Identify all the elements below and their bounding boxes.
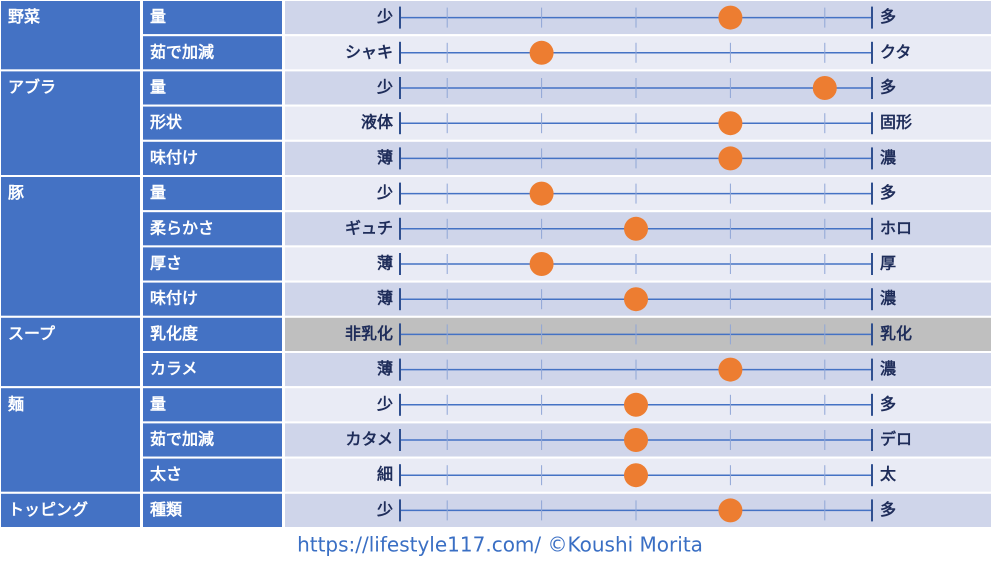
rating-dot: [624, 463, 648, 488]
group-label: トッピング: [8, 500, 88, 519]
left-label: 細: [377, 465, 393, 484]
rating-dot: [718, 498, 743, 523]
rating-dot: [718, 146, 743, 171]
group-label: スープ: [8, 324, 56, 343]
rating-dot: [624, 392, 648, 417]
rating-dot: [718, 111, 743, 136]
group-cell: [0, 386, 142, 494]
right-label: ホロ: [880, 218, 912, 237]
group-cell: [0, 491, 142, 529]
right-label: 濃: [880, 148, 897, 167]
item-cell: [141, 0, 284, 37]
right-label: 厚: [880, 254, 896, 273]
group-label: アブラ: [8, 78, 56, 97]
left-label: 非乳化: [345, 324, 393, 343]
left-label: シャキ: [345, 42, 393, 61]
rating-dot: [812, 76, 837, 100]
right-label: デロ: [880, 430, 912, 449]
item-label: 味付け: [150, 148, 198, 167]
right-label: 太: [879, 465, 897, 484]
left-label: カタメ: [345, 430, 393, 449]
rating-dot: [529, 40, 554, 65]
left-label: 薄: [377, 148, 393, 167]
right-label: 多: [880, 183, 896, 202]
rating-dot: [624, 287, 648, 312]
item-label: 茹で加減: [150, 430, 214, 449]
rating-dot: [718, 357, 743, 382]
right-label: 濃: [880, 359, 897, 378]
item-label: 量: [150, 7, 166, 26]
item-label: 厚さ: [150, 254, 182, 273]
group-cell: [0, 69, 142, 177]
item-label: 種類: [150, 500, 183, 519]
item-label: 茹で加減: [150, 42, 214, 61]
item-label: カラメ: [150, 359, 198, 378]
item-cell: [141, 456, 284, 494]
group-label: 豚: [8, 183, 24, 202]
item-label: 量: [150, 183, 166, 202]
rating-dot: [718, 5, 743, 30]
left-label: 少: [376, 183, 393, 202]
right-label: 乳化: [880, 324, 912, 343]
item-cell: [141, 245, 284, 283]
item-cell: [141, 175, 284, 213]
right-label: 濃: [880, 289, 897, 308]
left-label: 薄: [377, 254, 393, 273]
footer: https://lifestyle117.com/ ©Koushi Morita: [297, 533, 703, 557]
right-label: 多: [880, 78, 896, 97]
right-label: クタ: [880, 42, 911, 61]
left-label: 薄: [377, 359, 393, 378]
rating-dot: [529, 252, 554, 276]
left-label: 少: [376, 394, 393, 413]
rating-dot: [624, 216, 648, 241]
right-label: 固形: [880, 113, 912, 132]
right-label: 多: [880, 7, 896, 26]
group-label: 麺: [7, 394, 24, 413]
item-label: 乳化度: [150, 324, 199, 343]
item-label: 形状: [150, 113, 183, 132]
group-label: 野菜: [8, 7, 40, 26]
item-label: 量: [150, 78, 166, 97]
right-label: 多: [880, 394, 896, 413]
rating-dot: [624, 428, 648, 452]
right-label: 多: [880, 500, 896, 519]
item-label: 柔らかさ: [149, 218, 214, 237]
left-label: 液体: [361, 113, 394, 132]
left-label: 少: [376, 78, 393, 97]
item-label: 太さ: [149, 465, 182, 484]
item-label: 量: [150, 394, 166, 413]
rating-dot: [529, 181, 554, 206]
group-cell: [0, 315, 142, 389]
left-label: 少: [376, 7, 393, 26]
item-label: 味付け: [150, 289, 198, 308]
left-label: ギュチ: [345, 218, 393, 237]
left-label: 薄: [377, 289, 393, 308]
left-label: 少: [376, 500, 393, 519]
